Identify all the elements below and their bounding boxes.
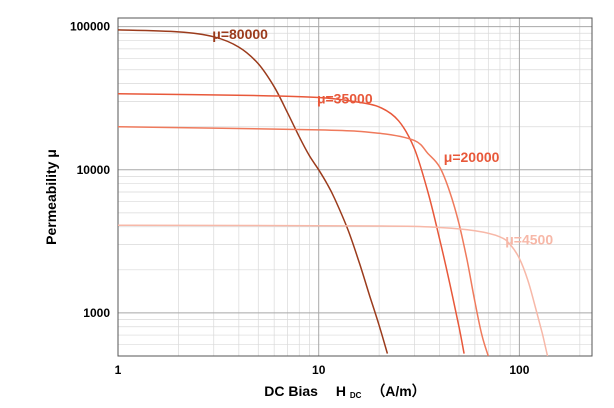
y-tick-label: 100000: [70, 20, 110, 34]
series-labels: μ=80000 μ=35000 μ=20000 μ=4500: [212, 26, 553, 248]
minor-gridlines: [118, 18, 592, 357]
series-line: [117, 224, 549, 357]
plot-frame: [117, 17, 593, 357]
series-line: [117, 125, 490, 357]
x-axis-title: DC Bias H DC （A/m）: [264, 383, 426, 401]
series-lines: [117, 29, 549, 357]
series-line: [117, 92, 465, 354]
series-label: μ=80000: [212, 26, 268, 42]
series-label: μ=20000: [444, 149, 500, 165]
series-label: μ=4500: [505, 232, 553, 248]
major-gridlines: [117, 18, 592, 356]
axis-titles: DC Bias H DC （A/m） Permeability μ: [43, 149, 426, 401]
x-tick-label: 1: [115, 363, 122, 377]
y-axis-title: Permeability μ: [43, 149, 59, 245]
x-tick-label: 10: [312, 363, 326, 377]
y-tick-label: 10000: [77, 163, 111, 177]
y-tick-label: 1000: [83, 306, 110, 320]
tick-labels: 1 10 100 1000 10000 100000: [70, 20, 530, 377]
x-tick-label: 100: [509, 363, 529, 377]
series-line: [117, 29, 389, 354]
series-label: μ=35000: [317, 91, 373, 107]
